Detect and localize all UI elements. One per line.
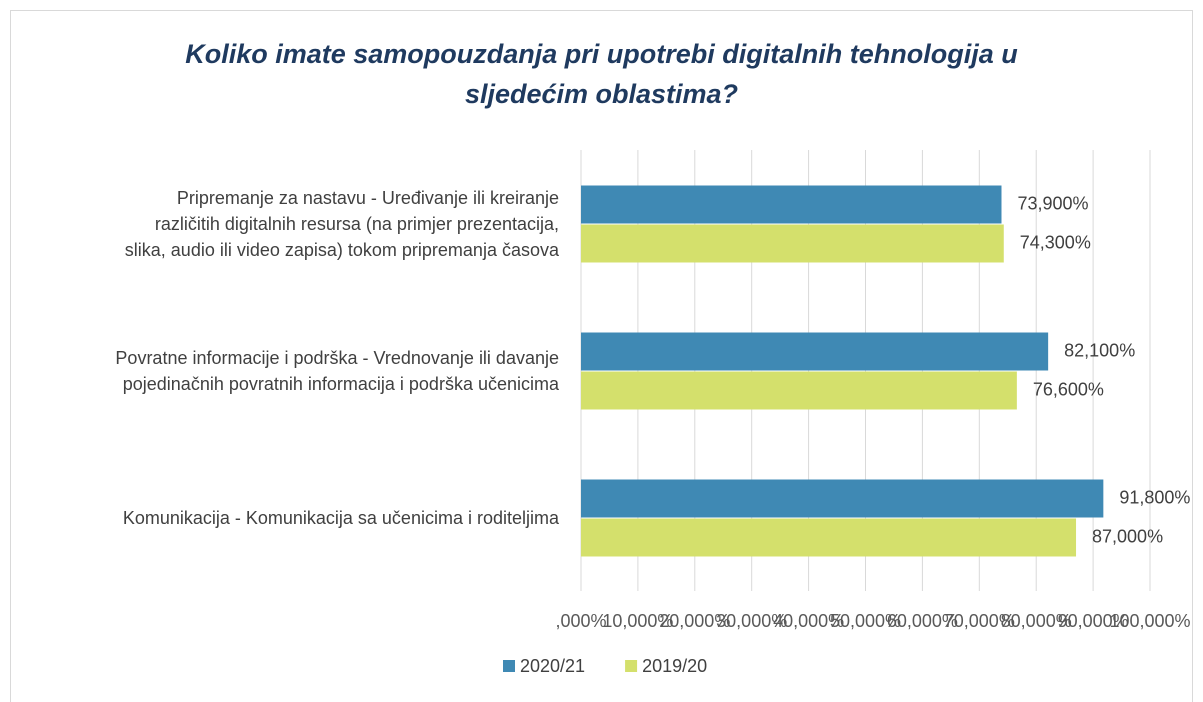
bar	[581, 185, 1002, 224]
x-tick-label: 80,000%	[1001, 611, 1072, 631]
y-tick-label: Komunikacija - Komunikacija sa učenicima…	[122, 507, 559, 528]
x-tick-label: ,000%	[555, 611, 606, 631]
data-label: 73,900%	[1017, 193, 1088, 213]
legend-swatch	[625, 660, 638, 672]
data-label: 74,300%	[1020, 232, 1091, 252]
data-label: 82,100%	[1064, 340, 1135, 360]
x-tick-label: 70,000%	[944, 611, 1015, 631]
x-tick-label: 40,000%	[773, 611, 844, 631]
x-tick-label: 20,000%	[659, 611, 730, 631]
bar	[581, 332, 1049, 371]
y-tick-label: Povratne informacije i podrška - Vrednov…	[115, 347, 559, 394]
chart-border	[10, 10, 1193, 702]
bar	[581, 224, 1004, 263]
x-tick-label: 100,000%	[1109, 611, 1190, 631]
x-tick-label: 90,000%	[1058, 611, 1129, 631]
legend-label: 2020/21	[520, 656, 585, 676]
x-tick-label: 60,000%	[887, 611, 958, 631]
bar	[581, 518, 1077, 557]
x-tick-label: 50,000%	[830, 611, 901, 631]
chart-title: Koliko imate samopouzdanja pri upotrebi …	[185, 39, 1018, 109]
data-label: 76,600%	[1033, 379, 1104, 399]
legend-label: 2019/20	[642, 656, 707, 676]
legend-swatch	[503, 660, 515, 672]
bar	[581, 479, 1104, 518]
x-tick-label: 10,000%	[602, 611, 673, 631]
data-label: 87,000%	[1092, 526, 1163, 546]
x-tick-label: 30,000%	[716, 611, 787, 631]
data-label: 91,800%	[1119, 487, 1190, 507]
y-tick-label: Pripremanje za nastavu - Uređivanje ili …	[124, 187, 559, 260]
bar	[581, 371, 1017, 410]
